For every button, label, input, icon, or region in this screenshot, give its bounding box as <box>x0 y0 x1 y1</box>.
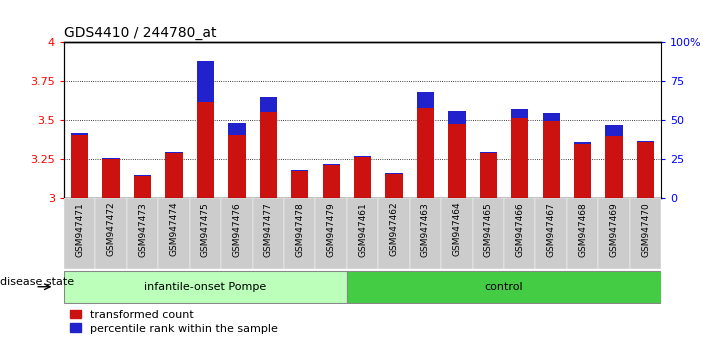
Bar <box>71 133 88 198</box>
Bar <box>323 164 340 198</box>
Bar <box>504 198 535 269</box>
Bar <box>511 109 528 118</box>
Bar <box>417 92 434 108</box>
Bar <box>197 61 214 102</box>
Bar <box>190 198 221 269</box>
Bar <box>410 198 442 269</box>
Text: GSM947469: GSM947469 <box>609 202 619 257</box>
Bar <box>637 141 654 198</box>
Bar <box>316 198 347 269</box>
Bar <box>606 125 623 136</box>
Bar <box>166 152 183 198</box>
Bar <box>228 124 245 135</box>
Bar <box>95 198 127 269</box>
Text: GSM947479: GSM947479 <box>326 202 336 257</box>
Legend: transformed count, percentile rank within the sample: transformed count, percentile rank withi… <box>70 310 277 333</box>
Bar <box>260 97 277 198</box>
Bar <box>473 198 504 269</box>
Text: disease state: disease state <box>0 277 74 287</box>
Bar <box>385 173 402 198</box>
Text: GSM947470: GSM947470 <box>641 202 650 257</box>
Bar <box>221 198 252 269</box>
Bar <box>354 156 371 158</box>
Bar <box>166 152 183 153</box>
Text: GSM947475: GSM947475 <box>201 202 210 257</box>
Bar <box>102 158 119 159</box>
Bar <box>599 198 630 269</box>
Bar <box>323 164 340 165</box>
Bar <box>134 175 151 176</box>
Bar <box>347 271 661 303</box>
Bar <box>228 124 245 198</box>
Bar <box>606 125 623 198</box>
Text: GSM947478: GSM947478 <box>295 202 304 257</box>
Text: GSM947473: GSM947473 <box>138 202 147 257</box>
Text: GDS4410 / 244780_at: GDS4410 / 244780_at <box>64 26 216 40</box>
Bar <box>378 198 410 269</box>
Bar <box>574 142 592 144</box>
Text: GSM947466: GSM947466 <box>515 202 524 257</box>
Bar <box>64 271 347 303</box>
Bar <box>291 170 309 198</box>
Bar <box>134 175 151 198</box>
Text: GSM947471: GSM947471 <box>75 202 84 257</box>
Bar <box>159 198 190 269</box>
Bar <box>574 142 592 198</box>
Bar <box>480 152 497 198</box>
Bar <box>417 92 434 198</box>
Bar <box>637 141 654 142</box>
Text: GSM947465: GSM947465 <box>484 202 493 257</box>
Text: GSM947476: GSM947476 <box>232 202 241 257</box>
Bar <box>542 113 560 121</box>
Text: infantile-onset Pompe: infantile-onset Pompe <box>144 282 267 292</box>
Text: GSM947464: GSM947464 <box>452 202 461 256</box>
Bar <box>442 198 473 269</box>
Text: GSM947461: GSM947461 <box>358 202 367 257</box>
Bar <box>252 198 284 269</box>
Text: GSM947462: GSM947462 <box>390 202 399 256</box>
Bar <box>448 111 466 198</box>
Bar <box>127 198 159 269</box>
Bar <box>197 61 214 198</box>
Bar <box>448 111 466 124</box>
Bar <box>630 198 661 269</box>
Bar <box>347 198 378 269</box>
Text: GSM947468: GSM947468 <box>578 202 587 257</box>
Bar <box>567 198 599 269</box>
Bar <box>480 152 497 153</box>
Bar <box>284 198 316 269</box>
Text: GSM947467: GSM947467 <box>547 202 556 257</box>
Bar <box>385 173 402 174</box>
Text: GSM947477: GSM947477 <box>264 202 273 257</box>
Bar <box>260 97 277 112</box>
Bar <box>102 158 119 198</box>
Text: GSM947474: GSM947474 <box>169 202 178 256</box>
Bar <box>64 198 95 269</box>
Bar <box>291 170 309 171</box>
Bar <box>535 198 567 269</box>
Text: control: control <box>485 282 523 292</box>
Bar <box>354 156 371 198</box>
Text: GSM947463: GSM947463 <box>421 202 430 257</box>
Bar <box>71 133 88 135</box>
Bar <box>511 109 528 198</box>
Bar <box>542 113 560 198</box>
Text: GSM947472: GSM947472 <box>107 202 116 256</box>
